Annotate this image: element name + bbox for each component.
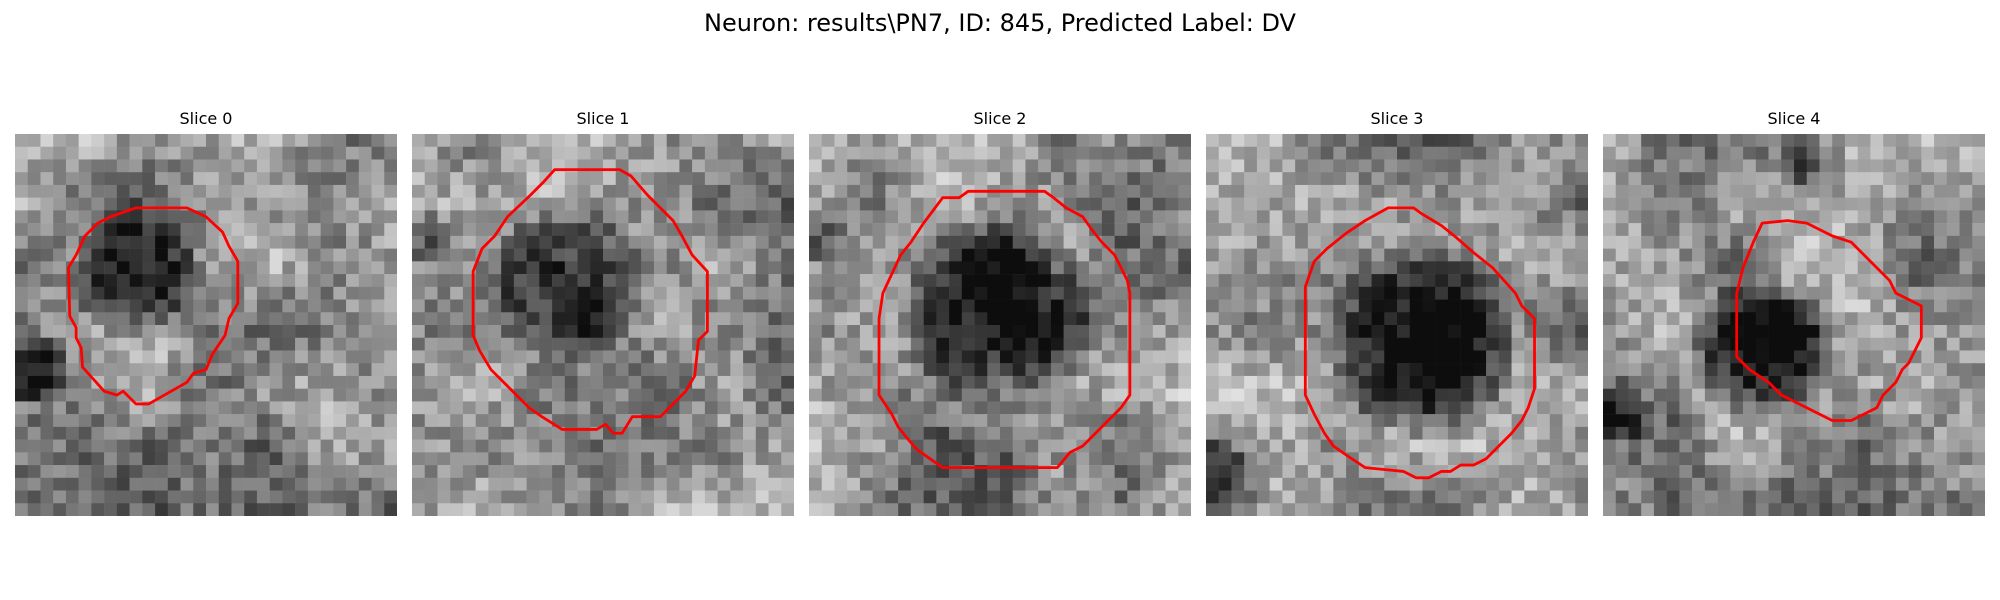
slice-title-2: Slice 2 xyxy=(973,109,1027,128)
figure-title: Neuron: results\PN7, ID: 845, Predicted … xyxy=(704,9,1296,37)
slice-title-0: Slice 0 xyxy=(179,109,233,128)
slice-image-3 xyxy=(1206,134,1588,516)
slice-title-1: Slice 1 xyxy=(576,109,630,128)
segmentation-contour xyxy=(877,189,1132,470)
slice-title-4: Slice 4 xyxy=(1767,109,1821,128)
slice-pixels xyxy=(1206,134,1588,516)
slice-panel-2: Slice 2 xyxy=(809,108,1191,518)
slice-panel-4: Slice 4 xyxy=(1603,108,1985,518)
slice-pixels xyxy=(1603,134,1985,516)
slice-image-0 xyxy=(15,134,397,516)
slice-image-1 xyxy=(412,134,794,516)
slice-panel-1: Slice 1 xyxy=(412,108,794,518)
slice-panel-0: Slice 0 xyxy=(15,108,397,518)
segmentation-contour xyxy=(1303,206,1536,480)
slice-panel-3: Slice 3 xyxy=(1206,108,1588,518)
slice-image-2 xyxy=(809,134,1191,516)
slice-pixels xyxy=(412,134,794,516)
slice-image-4 xyxy=(1603,134,1985,516)
segmentation-contour xyxy=(1735,219,1923,422)
slice-pixels xyxy=(809,134,1191,516)
segmentation-contour xyxy=(471,168,709,435)
slice-title-3: Slice 3 xyxy=(1370,109,1424,128)
slice-pixels xyxy=(15,134,397,516)
segmentation-contour xyxy=(67,206,240,406)
